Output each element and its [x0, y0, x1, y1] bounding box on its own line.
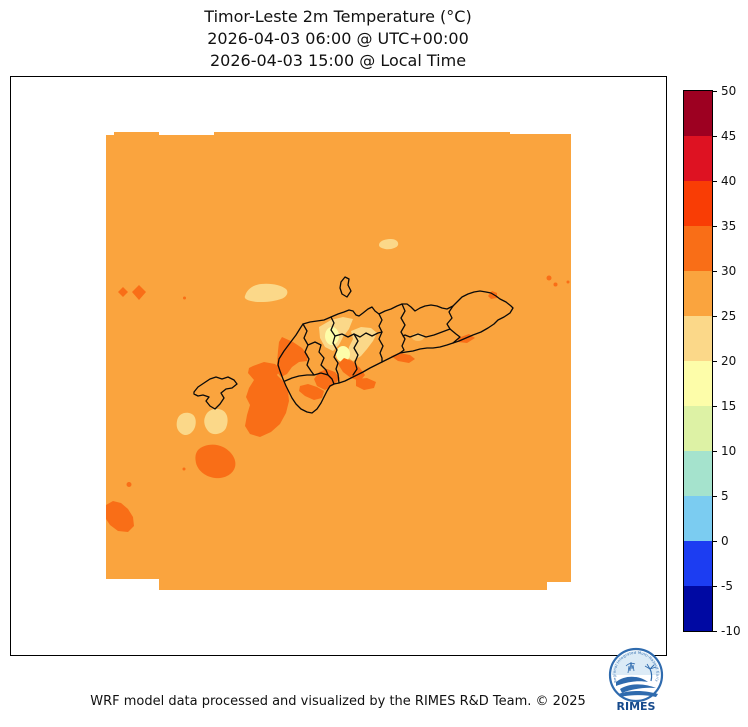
colorbar-tick-label: 25	[721, 309, 737, 323]
colorbar-segment--10-to--5	[684, 586, 712, 631]
colorbar-tick-label: 5	[721, 489, 729, 503]
warm-patches-30-35	[106, 275, 570, 532]
rimes-logo-sky	[612, 651, 660, 675]
colorbar-segment-20-to-25	[684, 316, 712, 361]
district-line-liquica	[330, 316, 336, 337]
footer-credit: WRF model data processed and visualized …	[90, 694, 586, 709]
colorbar-tick-mark	[713, 450, 717, 452]
colorbar-tick-label: 0	[721, 534, 729, 548]
colorbar-tick-mark	[713, 135, 717, 137]
colorbar-tick-mark	[713, 495, 717, 497]
colorbar-segment-0-to-5	[684, 496, 712, 541]
colorbar-tick-mark	[713, 405, 717, 407]
colorbar-segment-40-to-45	[684, 136, 712, 181]
colorbar-tick-mark	[713, 180, 717, 182]
colorbar-tick-label: 15	[721, 399, 737, 413]
timor-leste-outer-boundary	[277, 290, 514, 414]
map-panel: Regional Integrated Multi-Hazard Early W…	[10, 76, 667, 713]
coolest-spots-15-20	[325, 327, 350, 362]
colorbar-tick-label: 50	[721, 84, 737, 98]
colorbar-ticks: 50 45 40 35 30 25 20 15 10 5 0 -5 -10	[683, 84, 747, 638]
title-line-local-time: 2026-04-03 15:00 @ Local Time	[209, 51, 467, 70]
colorbar-segment-15-to-20	[684, 361, 712, 406]
oecusse-enclave-outline	[193, 376, 238, 410]
district-line-lautem	[449, 328, 461, 344]
colorbar-segment-25-to-30	[684, 271, 712, 316]
map-edge-notches	[106, 132, 571, 590]
district-line-viqueque	[402, 328, 451, 338]
colorbar-segment--5-to-0	[684, 541, 712, 586]
district-line-covalima	[284, 372, 335, 385]
district-line-aileu	[352, 333, 359, 376]
rimes-logo-wordmark: RIMES	[617, 700, 656, 713]
colorbar-tick-mark	[713, 540, 717, 542]
colorbar-segments	[683, 90, 713, 632]
rimes-logo-seismograph-icon	[625, 661, 636, 674]
colorbar-tick-mark	[713, 90, 717, 92]
colorbar-tick-label: 40	[721, 174, 737, 188]
colorbar-tick-label: 35	[721, 219, 737, 233]
temperature-map	[106, 132, 571, 590]
district-line-baucau	[446, 305, 454, 330]
colorbar-tick-mark	[713, 225, 717, 227]
colorbar-tick-label: 10	[721, 444, 737, 458]
figure-title: Timor-Leste 2m Temperature (°C) 2026-04-…	[0, 6, 676, 72]
map-data-field-base	[106, 132, 571, 590]
colorbar-tick-label: -5	[721, 579, 733, 593]
district-line-bobonaro	[302, 323, 315, 376]
title-line-variable: Timor-Leste 2m Temperature (°C)	[204, 7, 472, 26]
colorbar-tick-mark	[713, 585, 717, 587]
colorbar-tick-mark	[713, 315, 717, 317]
district-boundaries	[193, 276, 514, 414]
district-line-manatuto	[399, 303, 406, 354]
colorbar-tick-mark	[713, 360, 717, 362]
colorbar-tick-label: 45	[721, 129, 737, 143]
colorbar: 50 45 40 35 30 25 20 15 10 5 0 -5 -10	[683, 84, 747, 646]
district-line-manufahi	[378, 313, 384, 363]
colorbar-segment-10-to-15	[684, 406, 712, 451]
colorbar-tick-label: 20	[721, 354, 737, 368]
colorbar-segment-30-to-35	[684, 226, 712, 271]
colorbar-tick-mark	[713, 630, 717, 632]
colorbar-segment-45-to-50	[684, 91, 712, 136]
rimes-logo: Regional Integrated Multi-Hazard Early W…	[608, 646, 664, 713]
district-line-ermera	[307, 341, 329, 376]
title-line-utc-time: 2026-04-03 06:00 @ UTC+00:00	[207, 29, 469, 48]
colorbar-tick-label: -10	[721, 624, 741, 638]
atauro-island-outline	[339, 276, 352, 298]
colorbar-segment-35-to-40	[684, 181, 712, 226]
district-line-dili-south	[334, 331, 383, 338]
rimes-logo-waves-icon	[616, 676, 658, 697]
district-line-ainaro	[332, 335, 340, 384]
colorbar-tick-mark	[713, 270, 717, 272]
rimes-logo-palm-icon	[644, 663, 657, 682]
colorbar-segment-5-to-10	[684, 451, 712, 496]
colorbar-tick-label: 30	[721, 264, 737, 278]
